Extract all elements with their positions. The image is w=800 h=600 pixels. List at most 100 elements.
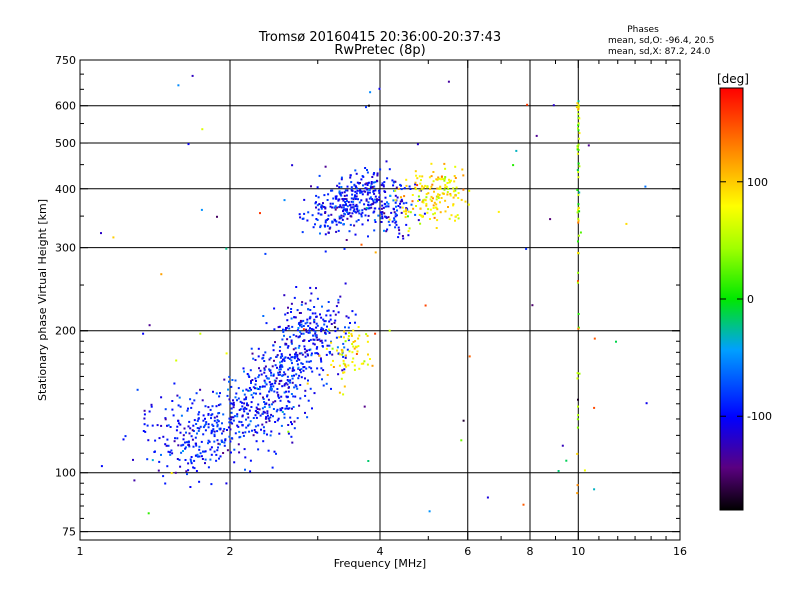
scatter-point: [399, 202, 401, 205]
scatter-point: [398, 232, 401, 235]
scatter-point: [215, 459, 218, 462]
scatter-point: [279, 407, 282, 410]
scatter-point: [369, 196, 372, 199]
scatter-point: [360, 213, 363, 216]
scatter-point: [305, 350, 308, 352]
scatter-point: [354, 210, 357, 213]
scatter-point: [593, 337, 596, 340]
scatter-point: [289, 353, 291, 356]
scatter-point: [263, 432, 266, 435]
scatter-point: [344, 282, 347, 285]
scatter-point: [371, 203, 374, 206]
scatter-point: [348, 204, 351, 207]
scatter-point: [576, 102, 579, 105]
scatter-point: [291, 381, 294, 384]
scatter-point: [237, 425, 240, 428]
scatter-point: [382, 206, 385, 209]
scatter-point: [309, 360, 312, 363]
scatter-point: [313, 338, 316, 341]
y-tick-label: 200: [55, 325, 76, 338]
scatter-point: [454, 177, 457, 179]
scatter-point: [403, 187, 406, 190]
scatter-point: [285, 405, 288, 407]
scatter-point: [356, 205, 359, 208]
scatter-point: [270, 430, 273, 433]
scatter-point: [336, 346, 339, 349]
scatter-point: [415, 188, 417, 191]
scatter-point: [434, 212, 436, 215]
scatter-point: [100, 465, 103, 468]
scatter-point: [254, 387, 256, 390]
scatter-point: [422, 186, 425, 189]
scatter-point: [408, 185, 411, 188]
scatter-point: [236, 399, 238, 402]
scatter-point: [318, 373, 321, 376]
scatter-point: [251, 379, 254, 381]
phase-stats-x-mode: mean, sd,X: 87.2, 24.0: [608, 47, 711, 57]
scatter-point: [319, 224, 322, 227]
scatter-point: [277, 417, 280, 420]
scatter-point: [243, 370, 245, 373]
scatter-point: [403, 210, 406, 213]
scatter-point: [405, 178, 408, 181]
scatter-point: [404, 213, 407, 215]
scatter-point: [371, 364, 374, 367]
scatter-point: [407, 210, 410, 213]
scatter-point: [344, 208, 347, 211]
scatter-point: [213, 430, 216, 433]
scatter-point: [333, 321, 336, 324]
scatter-point: [287, 345, 290, 348]
scatter-point: [160, 396, 163, 399]
scatter-point: [213, 440, 216, 443]
scatter-point: [367, 182, 370, 185]
scatter-point: [263, 411, 266, 414]
scatter-point: [298, 352, 301, 355]
scatter-point: [273, 450, 276, 453]
scatter-point: [394, 199, 397, 202]
scatter-point: [294, 347, 297, 350]
scatter-point: [381, 215, 384, 218]
scatter-point: [356, 189, 359, 192]
scatter-point: [380, 217, 383, 220]
scatter-point: [405, 208, 408, 211]
scatter-point: [254, 359, 257, 361]
scatter-point: [245, 418, 247, 421]
scatter-point: [264, 365, 267, 368]
scatter-point: [194, 436, 197, 439]
scatter-point: [151, 424, 154, 427]
scatter-point: [212, 428, 215, 431]
scatter-point: [291, 362, 293, 365]
scatter-point: [243, 398, 246, 401]
scatter-point: [367, 207, 370, 210]
scatter-point: [278, 349, 281, 352]
scatter-point: [435, 178, 438, 181]
scatter-point: [340, 206, 343, 209]
scatter-point: [275, 452, 277, 455]
scatter-point: [353, 224, 356, 227]
scatter-point: [446, 182, 449, 184]
y-tick-label: 750: [55, 54, 76, 67]
scatter-point: [344, 340, 347, 343]
scatter-point: [429, 218, 431, 220]
scatter-point: [262, 396, 264, 399]
scatter-point: [254, 377, 257, 380]
scatter-point: [357, 345, 360, 348]
scatter-point: [301, 363, 304, 365]
scatter-point: [274, 341, 276, 344]
scatter-point: [295, 351, 298, 354]
scatter-point: [218, 395, 221, 398]
scatter-point: [373, 207, 376, 210]
scatter-point: [288, 358, 291, 360]
scatter-point: [320, 330, 323, 333]
scatter-point: [276, 354, 279, 357]
scatter-point: [577, 122, 580, 125]
scatter-point: [230, 418, 233, 421]
scatter-point: [146, 458, 149, 461]
scatter-point: [350, 197, 353, 200]
scatter-point: [193, 399, 196, 402]
scatter-point: [432, 180, 435, 183]
scatter-point: [271, 466, 274, 469]
scatter-point: [293, 374, 295, 377]
scatter-point: [263, 368, 266, 371]
